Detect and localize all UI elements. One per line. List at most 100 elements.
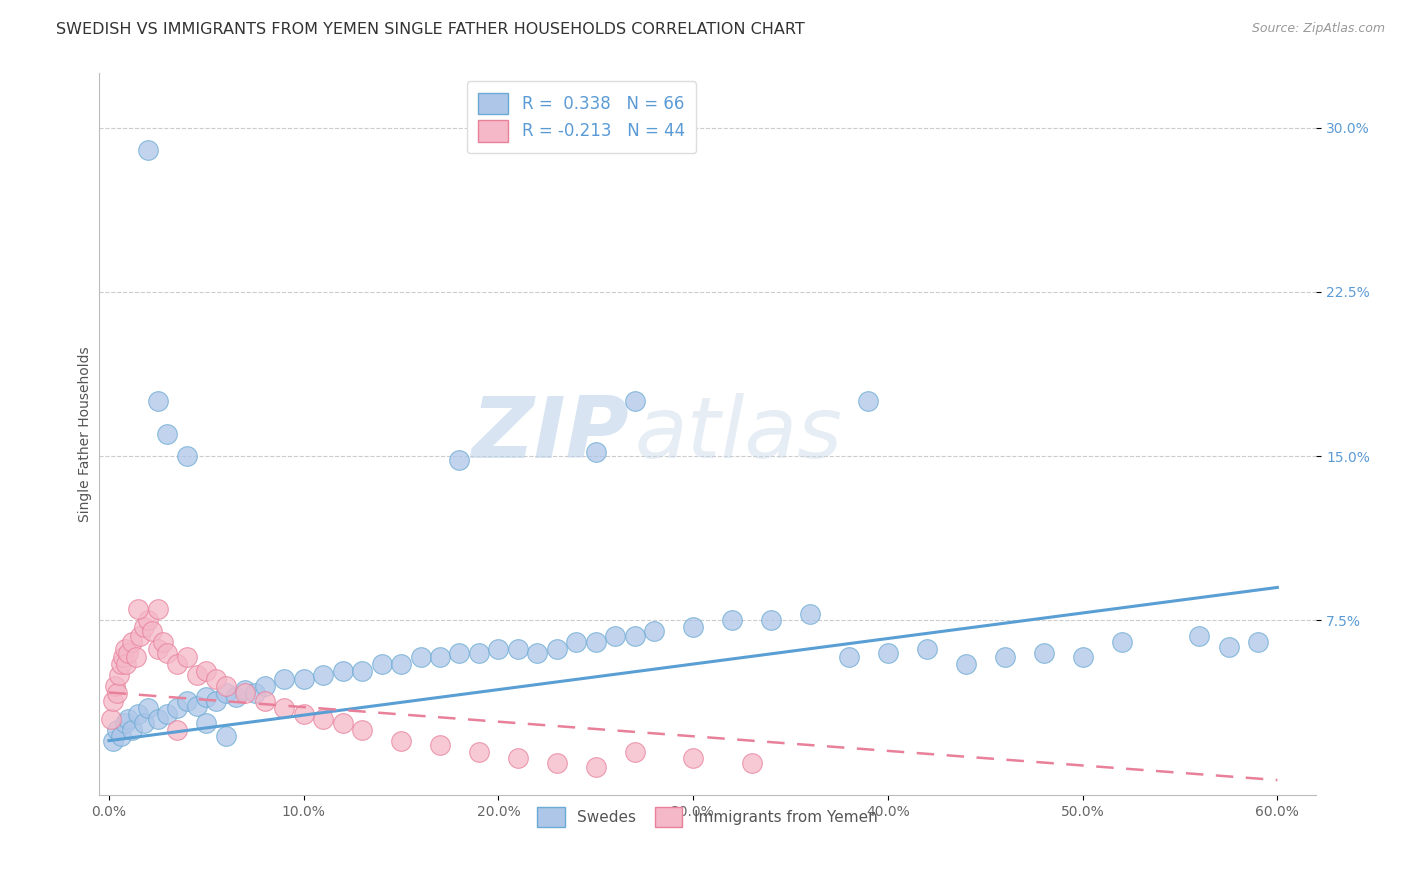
Point <box>132 620 155 634</box>
Point <box>146 394 169 409</box>
Point <box>643 624 665 639</box>
Point <box>352 723 374 737</box>
Point <box>110 729 132 743</box>
Point <box>486 641 509 656</box>
Point <box>215 685 238 699</box>
Point <box>1032 646 1054 660</box>
Point <box>156 427 179 442</box>
Point <box>186 698 208 713</box>
Point <box>152 635 174 649</box>
Point <box>105 685 128 699</box>
Point <box>506 641 529 656</box>
Point <box>546 756 568 770</box>
Point <box>136 701 159 715</box>
Point <box>233 685 256 699</box>
Point <box>1218 640 1240 654</box>
Text: SWEDISH VS IMMIGRANTS FROM YEMEN SINGLE FATHER HOUSEHOLDS CORRELATION CHART: SWEDISH VS IMMIGRANTS FROM YEMEN SINGLE … <box>56 22 806 37</box>
Point <box>121 723 143 737</box>
Point <box>176 650 198 665</box>
Point <box>449 646 471 660</box>
Point <box>110 657 132 671</box>
Point <box>101 694 124 708</box>
Point <box>215 729 238 743</box>
Point <box>225 690 247 704</box>
Point <box>389 657 412 671</box>
Point <box>107 668 129 682</box>
Point <box>215 679 238 693</box>
Point <box>449 453 471 467</box>
Point <box>125 650 148 665</box>
Point <box>994 650 1017 665</box>
Point <box>585 635 607 649</box>
Text: Source: ZipAtlas.com: Source: ZipAtlas.com <box>1251 22 1385 36</box>
Point <box>332 716 354 731</box>
Point <box>136 143 159 157</box>
Point <box>166 657 188 671</box>
Point <box>253 694 276 708</box>
Point <box>585 760 607 774</box>
Point <box>205 694 228 708</box>
Point <box>585 444 607 458</box>
Point <box>1188 629 1211 643</box>
Point <box>292 707 315 722</box>
Point <box>127 602 149 616</box>
Point <box>682 751 704 765</box>
Point <box>136 613 159 627</box>
Point <box>233 683 256 698</box>
Point <box>156 646 179 660</box>
Point <box>166 701 188 715</box>
Point <box>506 751 529 765</box>
Point <box>253 679 276 693</box>
Point <box>117 646 139 660</box>
Point <box>838 650 860 665</box>
Point <box>129 629 152 643</box>
Point <box>176 694 198 708</box>
Point <box>312 712 335 726</box>
Point <box>352 664 374 678</box>
Point <box>273 673 295 687</box>
Point <box>468 745 491 759</box>
Point <box>623 394 645 409</box>
Point <box>195 664 218 678</box>
Point <box>273 701 295 715</box>
Point <box>1111 635 1133 649</box>
Point <box>176 449 198 463</box>
Point <box>114 716 136 731</box>
Point <box>799 607 821 621</box>
Point <box>1071 650 1094 665</box>
Point <box>429 650 451 665</box>
Point <box>186 668 208 682</box>
Point <box>127 707 149 722</box>
Point <box>114 641 136 656</box>
Point <box>546 641 568 656</box>
Point <box>141 624 163 639</box>
Point <box>105 723 128 737</box>
Point <box>370 657 392 671</box>
Text: ZIP: ZIP <box>471 392 628 475</box>
Point <box>409 650 432 665</box>
Point <box>117 712 139 726</box>
Point <box>858 394 880 409</box>
Text: atlas: atlas <box>634 392 842 475</box>
Point <box>682 620 704 634</box>
Point <box>955 657 977 671</box>
Y-axis label: Single Father Households: Single Father Households <box>79 346 93 522</box>
Point <box>429 738 451 752</box>
Point <box>565 635 588 649</box>
Point <box>312 668 335 682</box>
Point <box>623 629 645 643</box>
Point <box>389 733 412 747</box>
Point <box>104 679 127 693</box>
Point <box>605 629 627 643</box>
Point <box>100 712 122 726</box>
Point <box>166 723 188 737</box>
Point <box>205 673 228 687</box>
Point <box>1247 635 1270 649</box>
Point <box>115 657 138 671</box>
Legend: Swedes, Immigrants from Yemen: Swedes, Immigrants from Yemen <box>530 800 886 835</box>
Point <box>915 641 938 656</box>
Point <box>195 690 218 704</box>
Point <box>623 745 645 759</box>
Point <box>195 716 218 731</box>
Point <box>132 716 155 731</box>
